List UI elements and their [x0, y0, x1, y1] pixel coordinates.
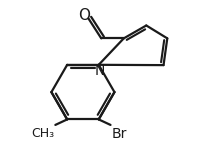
Text: Br: Br [111, 127, 127, 141]
Text: O: O [78, 8, 90, 23]
Text: CH₃: CH₃ [32, 127, 55, 139]
Text: N: N [94, 64, 105, 78]
